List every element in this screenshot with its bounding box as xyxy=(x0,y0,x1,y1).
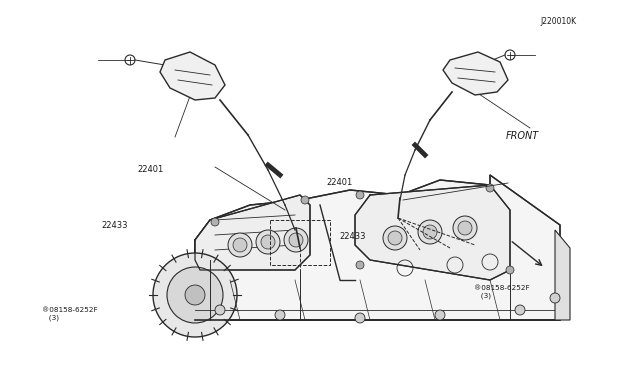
Circle shape xyxy=(275,310,285,320)
Circle shape xyxy=(228,233,252,257)
Circle shape xyxy=(388,231,402,245)
Circle shape xyxy=(356,191,364,199)
Circle shape xyxy=(506,266,514,274)
Circle shape xyxy=(167,267,223,323)
Text: ®08158-6252F
   (3): ®08158-6252F (3) xyxy=(42,307,97,321)
Circle shape xyxy=(211,218,219,226)
Circle shape xyxy=(153,253,237,337)
Circle shape xyxy=(215,305,225,315)
Circle shape xyxy=(284,228,308,252)
Text: 22433: 22433 xyxy=(101,221,127,230)
Circle shape xyxy=(301,196,309,204)
Circle shape xyxy=(355,313,365,323)
Text: 22401: 22401 xyxy=(326,178,353,187)
Circle shape xyxy=(418,220,442,244)
Polygon shape xyxy=(195,195,310,270)
Circle shape xyxy=(289,233,303,247)
Circle shape xyxy=(458,221,472,235)
Polygon shape xyxy=(195,175,560,320)
Circle shape xyxy=(256,230,280,254)
Circle shape xyxy=(185,285,205,305)
Circle shape xyxy=(486,184,494,192)
Polygon shape xyxy=(355,185,510,280)
Polygon shape xyxy=(555,230,570,320)
Circle shape xyxy=(435,310,445,320)
Text: ®08158-6252F
   (3): ®08158-6252F (3) xyxy=(474,285,529,299)
Text: 22433: 22433 xyxy=(339,232,365,241)
Circle shape xyxy=(550,293,560,303)
Circle shape xyxy=(515,305,525,315)
Text: 22401: 22401 xyxy=(138,165,164,174)
Circle shape xyxy=(233,238,247,252)
Circle shape xyxy=(453,216,477,240)
Circle shape xyxy=(261,235,275,249)
Text: FRONT: FRONT xyxy=(506,131,539,141)
Polygon shape xyxy=(160,52,225,100)
Polygon shape xyxy=(443,52,508,95)
Circle shape xyxy=(383,226,407,250)
Text: J220010K: J220010K xyxy=(541,17,577,26)
Circle shape xyxy=(423,225,437,239)
Circle shape xyxy=(356,261,364,269)
